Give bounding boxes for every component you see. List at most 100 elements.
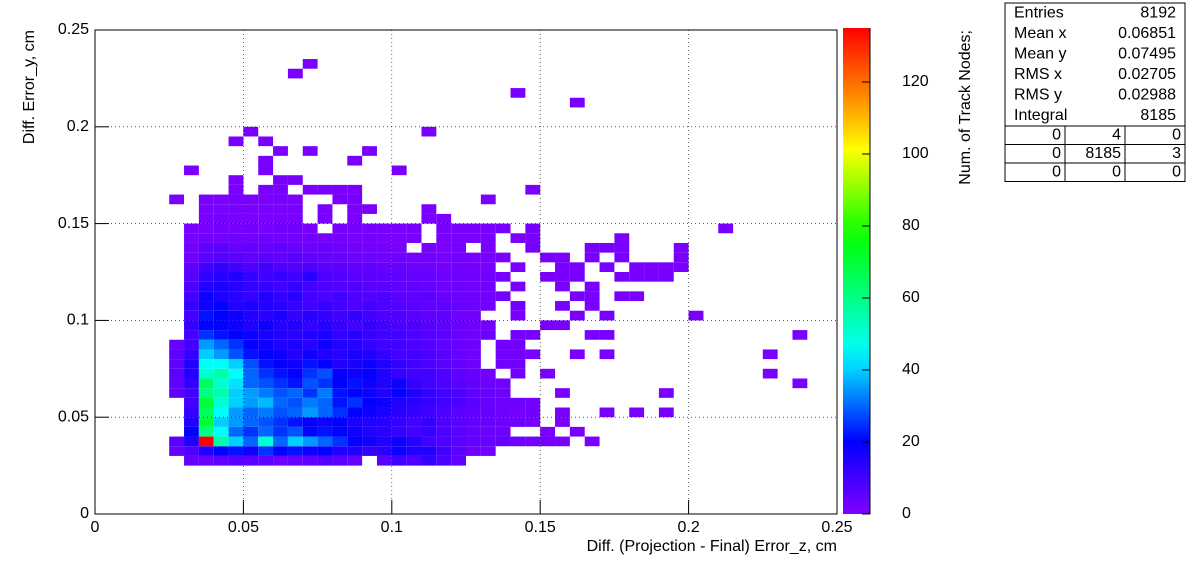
heatmap-cell xyxy=(213,436,229,447)
heatmap-cell xyxy=(302,233,318,243)
heatmap-cell xyxy=(495,252,511,263)
heatmap-cell xyxy=(376,397,392,408)
heatmap-cell xyxy=(362,272,377,282)
heatmap-cell xyxy=(332,417,348,427)
heatmap-cell xyxy=(273,339,288,350)
heatmap-cell xyxy=(184,262,199,272)
y-axis-title: Diff. Error_y, cm xyxy=(21,30,38,144)
stats-label: RMS x xyxy=(1014,66,1062,83)
z-tick-label: 120 xyxy=(902,73,929,90)
heatmap-cell xyxy=(510,310,526,321)
heatmap-cell xyxy=(184,272,199,282)
heatmap-cell xyxy=(421,320,437,331)
heatmap-cell xyxy=(569,426,585,437)
heatmap-cell xyxy=(347,310,363,321)
overflow-value: 0 xyxy=(1052,145,1061,162)
heatmap-cell xyxy=(436,223,452,234)
heatmap-cell xyxy=(332,281,348,292)
heatmap-cell xyxy=(302,242,318,253)
heatmap-cell xyxy=(525,397,541,408)
heatmap-cell xyxy=(406,436,422,447)
heatmap-cell xyxy=(421,407,437,418)
heatmap-cell xyxy=(243,330,259,340)
x-tick-label: 0.15 xyxy=(525,519,556,536)
heatmap-cell xyxy=(169,339,185,350)
heatmap-cell xyxy=(362,330,377,340)
heatmap-cell xyxy=(228,213,244,224)
heatmap-cell xyxy=(287,436,303,447)
heatmap-cell xyxy=(228,407,244,418)
heatmap-cell xyxy=(510,407,526,418)
heatmap-cell xyxy=(258,378,274,389)
heatmap-cell xyxy=(258,368,274,379)
heatmap-cell xyxy=(406,446,422,456)
heatmap-cell xyxy=(525,223,541,234)
heatmap-cell xyxy=(243,320,259,331)
heatmap-cell xyxy=(302,291,318,302)
heatmap-cell xyxy=(347,301,363,311)
heatmap-cell xyxy=(376,359,392,369)
heatmap-cell xyxy=(391,349,407,360)
heatmap-cell xyxy=(406,233,422,243)
heatmap-cell xyxy=(302,320,318,331)
heatmap-cell xyxy=(451,262,466,272)
heatmap-cell xyxy=(302,252,318,263)
heatmap-cell xyxy=(510,281,526,292)
heatmap-cell xyxy=(376,262,392,272)
heatmap-cell xyxy=(540,426,556,437)
heatmap-cell xyxy=(258,136,274,147)
heatmap-cell xyxy=(525,349,541,360)
heatmap-cell xyxy=(317,272,333,282)
heatmap-cell xyxy=(287,455,303,466)
heatmap-cell xyxy=(287,320,303,331)
heatmap-cell xyxy=(362,339,377,350)
y-tick-label: 0.2 xyxy=(67,118,89,135)
heatmap-cell xyxy=(451,397,466,408)
heatmap-cell xyxy=(495,378,511,389)
heatmap-cell xyxy=(421,272,437,282)
heatmap-cell xyxy=(466,233,481,243)
heatmap-cell xyxy=(243,126,259,137)
heatmap-cell xyxy=(317,388,333,398)
heatmap-cell xyxy=(169,378,185,389)
heatmap-cell xyxy=(436,281,452,292)
heatmap-cell xyxy=(599,262,615,272)
heatmap-cell xyxy=(258,320,274,331)
heatmap-cell xyxy=(243,368,259,379)
heatmap-cell xyxy=(273,194,288,205)
heatmap-cell xyxy=(555,281,570,292)
z-tick-label: 0 xyxy=(902,505,911,522)
heatmap-cell xyxy=(376,281,392,292)
heatmap-cell xyxy=(466,388,481,398)
heatmap-cell xyxy=(184,407,199,418)
heatmap-cell xyxy=(332,426,348,437)
heatmap-cell xyxy=(273,233,288,243)
x-tick-label: 0 xyxy=(91,519,100,536)
heatmap-cell xyxy=(302,349,318,360)
heatmap-cell xyxy=(317,436,333,447)
heatmap-cell xyxy=(317,446,333,456)
heatmap-cell xyxy=(258,281,274,292)
heatmap-cell xyxy=(243,436,259,447)
heatmap-cell xyxy=(451,349,466,360)
heatmap-cell xyxy=(421,397,437,408)
heatmap-cell xyxy=(347,223,363,234)
heatmap-cell xyxy=(569,272,585,282)
heatmap-cell xyxy=(466,320,481,331)
heatmap-cell xyxy=(421,252,437,263)
overflow-value: 0 xyxy=(1052,163,1061,180)
heatmap-cell xyxy=(406,223,422,234)
z-axis-title: Num. of Track Nodes; xyxy=(957,30,974,185)
heatmap-cell xyxy=(451,272,466,282)
heatmap-cell xyxy=(347,213,363,224)
heatmap-cell xyxy=(495,223,511,234)
overflow-value: 0 xyxy=(1052,126,1061,143)
heatmap-cell xyxy=(347,349,363,360)
heatmap-cell xyxy=(406,397,422,408)
heatmap-cell xyxy=(273,291,288,302)
heatmap-cell xyxy=(213,446,229,456)
heatmap-cell xyxy=(198,281,214,292)
heatmap-cell xyxy=(213,272,229,282)
heatmap-cell xyxy=(273,175,288,185)
heatmap-cell xyxy=(451,310,466,321)
